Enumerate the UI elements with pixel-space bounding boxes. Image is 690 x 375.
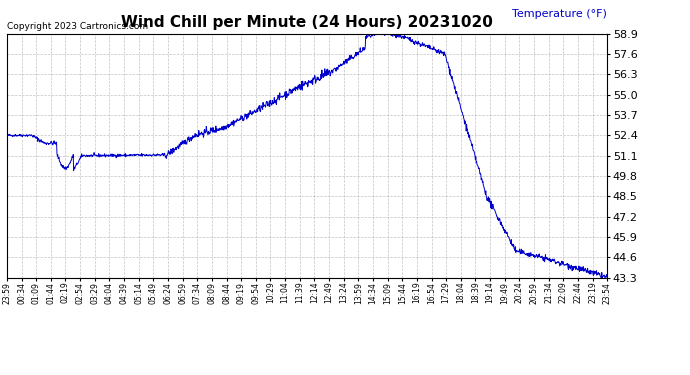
Text: Temperature (°F): Temperature (°F)	[512, 9, 607, 19]
Title: Wind Chill per Minute (24 Hours) 20231020: Wind Chill per Minute (24 Hours) 2023102…	[121, 15, 493, 30]
Text: Copyright 2023 Cartronics.com: Copyright 2023 Cartronics.com	[7, 22, 148, 32]
